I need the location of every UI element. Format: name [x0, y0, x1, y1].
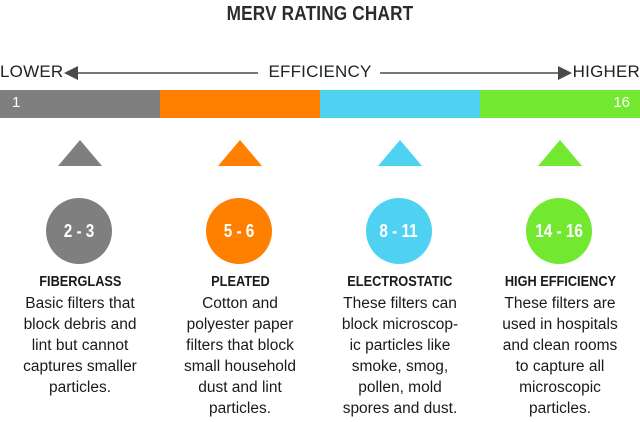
category-name: PLEATED [210, 273, 270, 290]
rating-circle: 8 - 11 [366, 198, 432, 264]
category-pleated: 5 - 6 PLEATED Cotton and polyester paper… [160, 140, 320, 422]
higher-label: HIGHER [572, 62, 640, 81]
bar-segment-high-efficiency [480, 90, 640, 118]
category-fiberglass: 2 - 3 FIBERGLASS Basic filters that bloc… [0, 140, 160, 422]
chart-title: MERV RATING CHART [226, 3, 414, 25]
lower-label: LOWER [0, 62, 64, 81]
triangle-up-icon [378, 140, 422, 166]
efficiency-arrows [64, 66, 572, 80]
category-description: Cotton and polyester paper filters that … [183, 295, 296, 417]
merv-scale-bar [0, 90, 640, 118]
rating-range: 14 - 16 [535, 220, 583, 241]
efficiency-scale: LOWER EFFICIENCY HIGHER [0, 62, 640, 84]
category-name: FIBERGLASS [38, 273, 122, 290]
category-electrostatic: 8 - 11 ELECTROSTATIC These filters can b… [320, 140, 480, 422]
bar-segment-pleated [160, 90, 320, 118]
rating-range: 2 - 3 [63, 220, 95, 241]
category-name: ELECTROSTATIC [347, 273, 453, 290]
rating-range: 5 - 6 [223, 220, 255, 241]
rating-circle: 2 - 3 [46, 198, 112, 264]
category-description: These filters can block microscop- ic pa… [341, 295, 459, 417]
category-high-efficiency: 14 - 16 HIGH EFFICIENCY These filters ar… [480, 140, 640, 422]
left-arrow-icon [64, 66, 78, 80]
triangle-up-icon [218, 140, 262, 166]
triangle-up-icon [58, 140, 102, 166]
triangle-up-icon [538, 140, 582, 166]
category-description: Basic filters that block debris and lint… [23, 295, 137, 396]
bar-segment-electrostatic [320, 90, 480, 118]
right-arrow-icon [558, 66, 572, 80]
category-description: These filters are used in hospitals and … [502, 295, 618, 417]
rating-circle: 5 - 6 [206, 198, 272, 264]
bar-segment-fiberglass [0, 90, 160, 118]
scale-max-label: 16 [613, 94, 630, 111]
rating-circle: 14 - 16 [526, 198, 592, 264]
rating-range: 8 - 11 [379, 220, 419, 241]
scale-min-label: 1 [12, 94, 21, 111]
category-name: HIGH EFFICIENCY [504, 273, 616, 290]
efficiency-label: EFFICIENCY [268, 62, 372, 81]
